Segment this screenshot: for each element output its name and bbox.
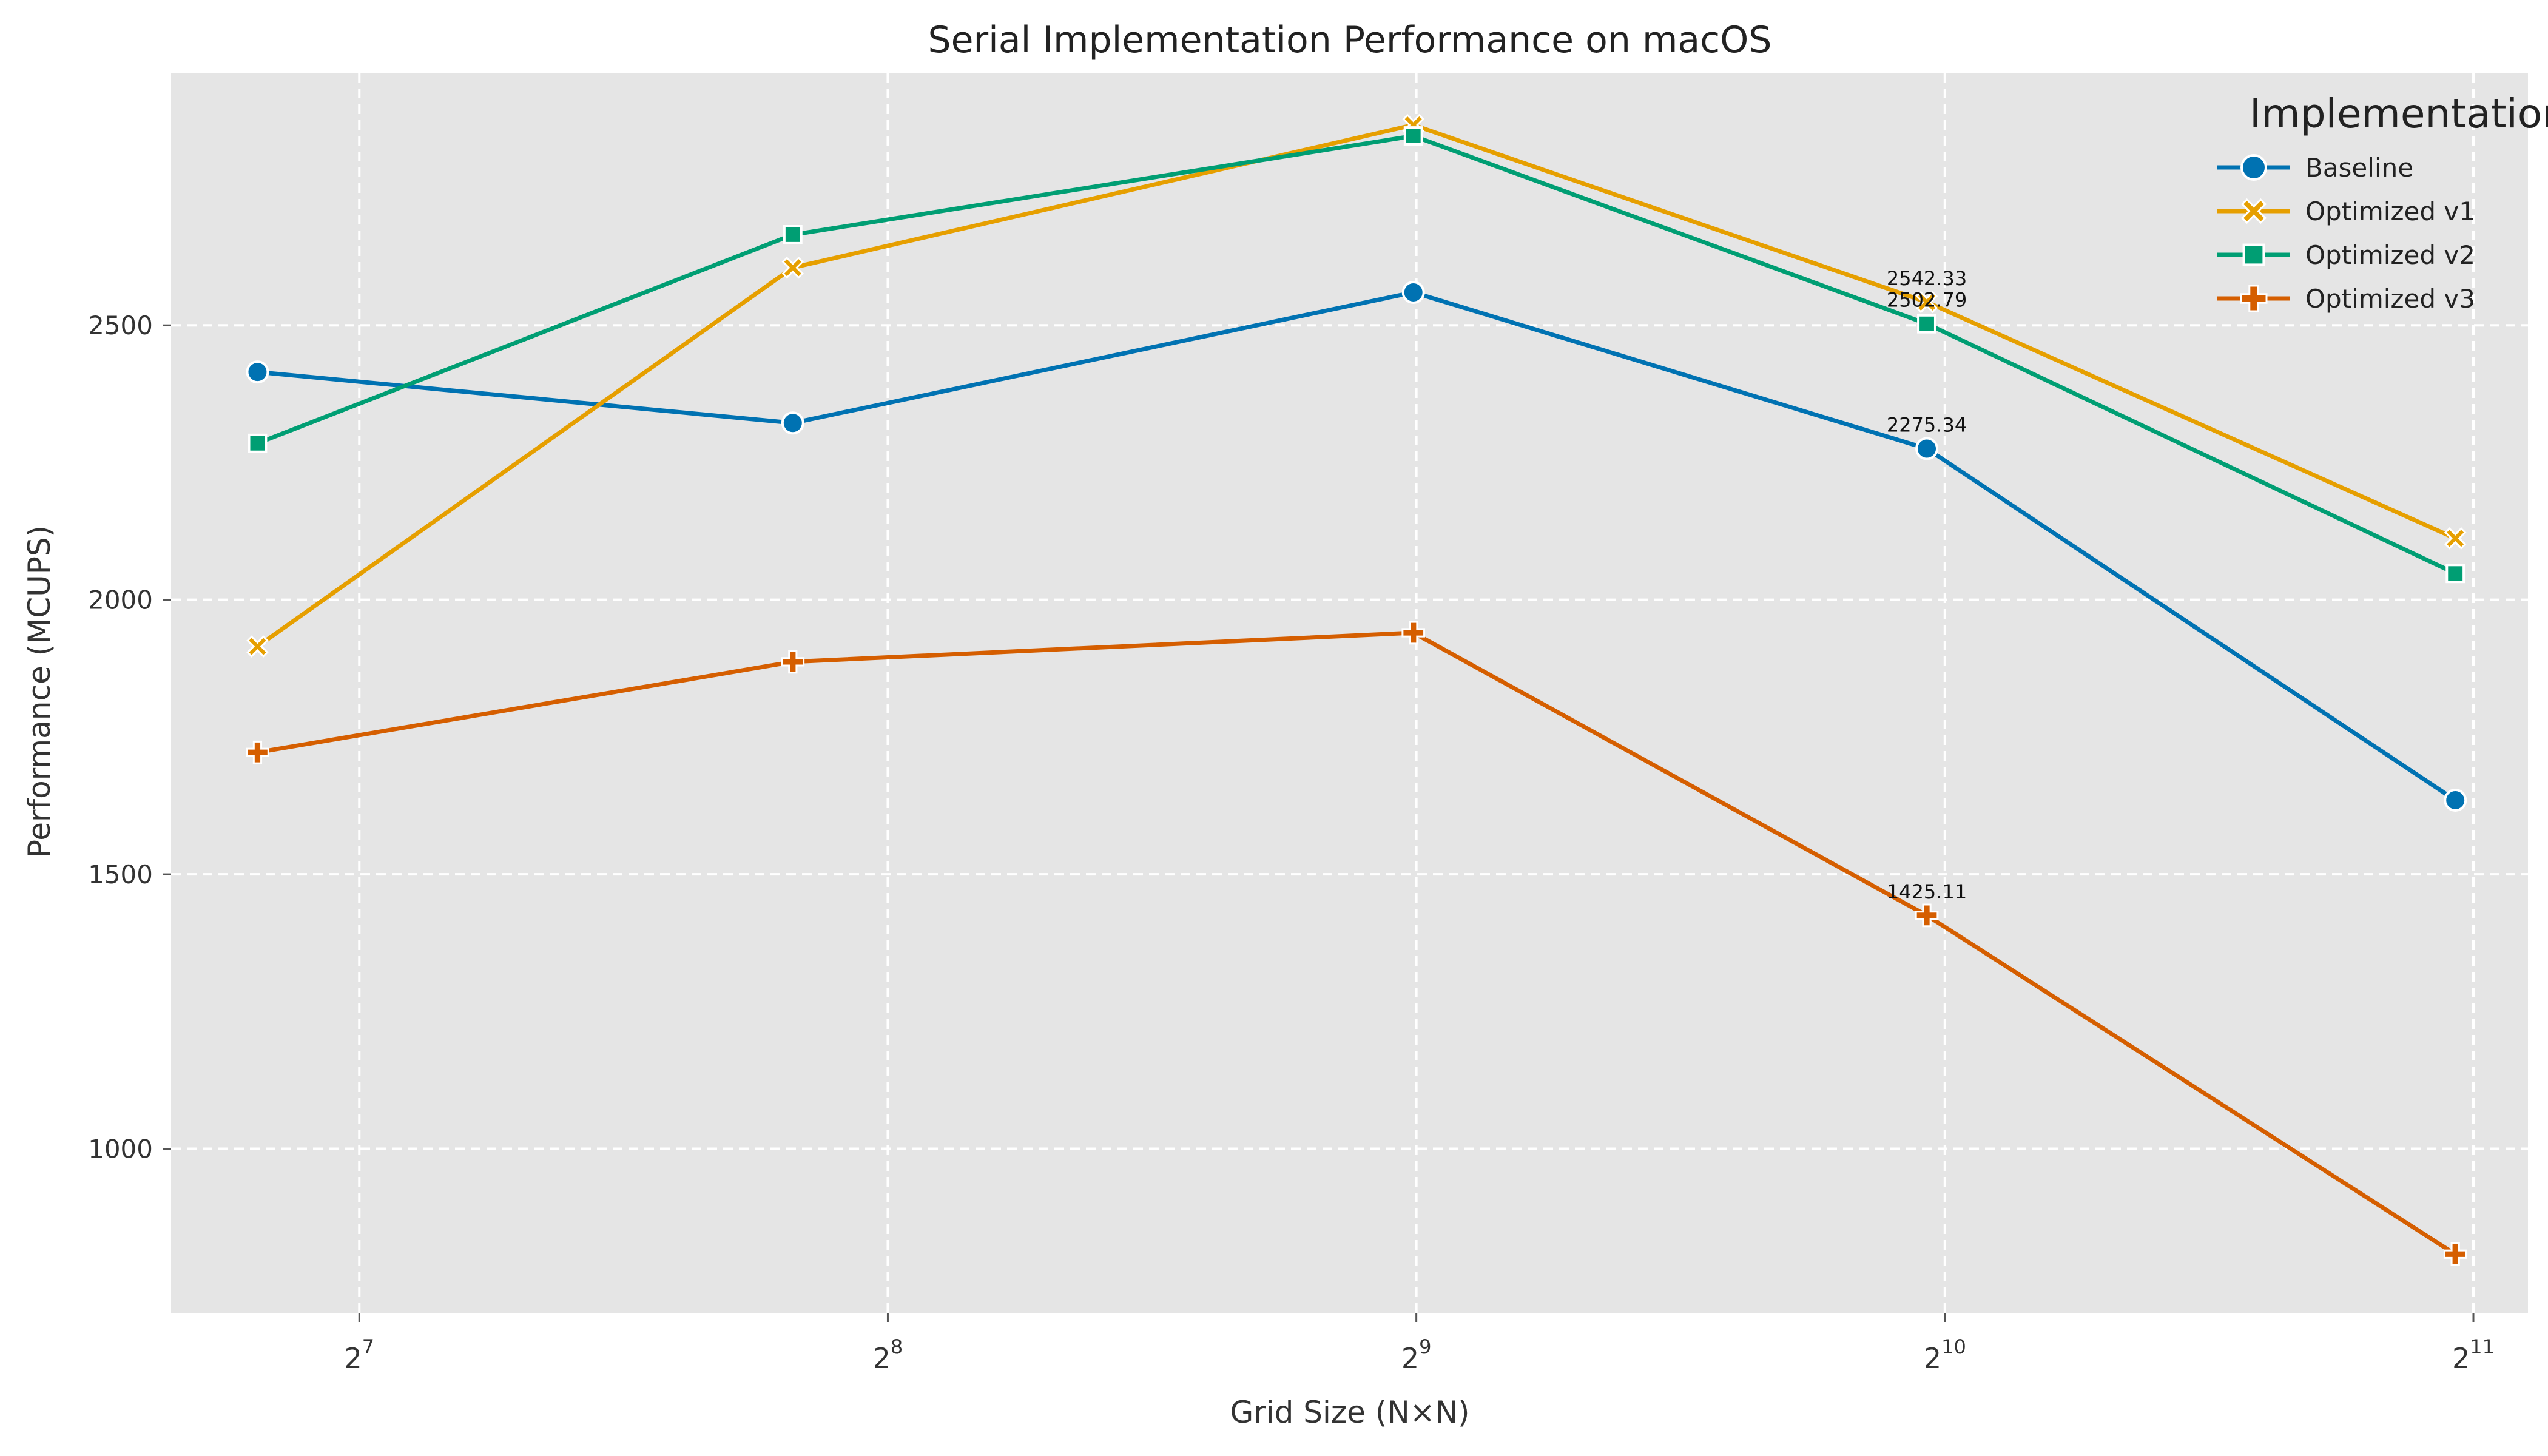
x-tick-label: 27 <box>344 1335 374 1375</box>
legend-title: Implementation <box>2250 90 2548 137</box>
legend-marker <box>2240 154 2267 181</box>
y-axis-label: Performance (MCUPS) <box>22 525 57 858</box>
data-point <box>781 411 804 435</box>
data-point <box>2444 788 2467 812</box>
data-label: 1425.11 <box>1887 880 1967 903</box>
legend-label: Optimized v3 <box>2305 284 2475 314</box>
data-point <box>1915 437 1939 460</box>
x-tick-label: 210 <box>1924 1335 1966 1375</box>
legend-items: Baseline Optimized v1 Optimized v2 Optimize… <box>2217 153 2475 314</box>
legend-label: Optimized v2 <box>2305 240 2475 270</box>
data-point <box>1401 280 1425 304</box>
data-label: 2275.34 <box>1887 414 1967 437</box>
data-point <box>248 433 268 453</box>
data-point <box>1917 314 1936 334</box>
data-label: 2542.33 <box>1887 267 1967 290</box>
y-tick-label: 2000 <box>88 585 153 615</box>
data-point <box>2444 527 2467 550</box>
data-point <box>246 360 269 384</box>
plot-area <box>171 73 2528 1313</box>
data-point <box>1401 621 1426 645</box>
legend: Implementation Baseline Optimized v1 Optim… <box>2217 90 2548 314</box>
y-axis-ticks: 1000 1500 2000 2500 <box>88 311 171 1164</box>
y-tick-label: 2500 <box>88 311 153 340</box>
legend-marker <box>2242 243 2265 266</box>
data-point <box>2445 564 2465 584</box>
data-point <box>246 635 269 658</box>
grid-lines <box>171 73 2528 1313</box>
legend-label: Baseline <box>2305 153 2413 183</box>
data-point <box>783 224 803 244</box>
y-tick-label: 1000 <box>88 1134 153 1164</box>
data-point <box>1915 291 1938 314</box>
legend-entry: Optimized v2 <box>2217 240 2475 270</box>
data-point <box>246 740 269 764</box>
data-point <box>781 256 804 279</box>
data-point <box>1403 126 1423 146</box>
x-tick-label: 211 <box>2452 1335 2495 1375</box>
x-tick-label: 28 <box>873 1335 903 1375</box>
legend-marker <box>2240 285 2268 312</box>
legend-label: Optimized v1 <box>2305 197 2475 226</box>
data-label: 2502.79 <box>1887 289 1967 312</box>
x-axis-label: Grid Size (N×N) <box>1230 1395 1469 1430</box>
legend-entry: Baseline <box>2217 153 2413 183</box>
x-axis-ticks: 27 28 29 210 211 <box>344 1313 2495 1375</box>
legend-marker <box>2240 198 2267 224</box>
x-tick-label: 29 <box>1401 1335 1432 1375</box>
series-markers <box>246 113 2467 1266</box>
data-point <box>1915 903 1939 928</box>
y-tick-label: 1500 <box>88 860 153 889</box>
legend-entry: Optimized v3 <box>2217 284 2475 314</box>
data-point <box>2443 1242 2467 1266</box>
data-point <box>781 650 805 674</box>
chart-title: Serial Implementation Performance on mac… <box>928 19 1772 61</box>
legend-entry: Optimized v1 <box>2217 197 2475 226</box>
